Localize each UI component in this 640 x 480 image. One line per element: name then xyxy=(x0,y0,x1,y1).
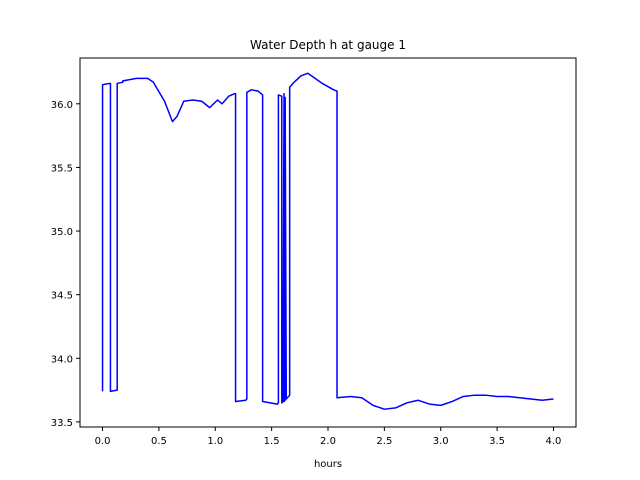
chart-title: Water Depth h at gauge 1 xyxy=(250,38,406,52)
plot-frame xyxy=(79,57,577,428)
y-tick-label: 35.0 xyxy=(51,227,73,238)
x-tick-label: 2.5 xyxy=(376,436,392,447)
y-tick-label: 34.5 xyxy=(51,291,73,302)
x-tick-label: 2.0 xyxy=(320,436,336,447)
y-tick-label: 33.5 xyxy=(51,418,73,429)
x-tick-label: 0.5 xyxy=(151,436,167,447)
x-tick-label: 4.0 xyxy=(546,436,562,447)
series-line-1 xyxy=(101,72,554,410)
x-tick-label: 1.0 xyxy=(207,436,223,447)
x-tick-label: 3.5 xyxy=(489,436,505,447)
x-axis-label: hours xyxy=(314,459,342,470)
y-tick-label: 35.5 xyxy=(51,163,73,174)
x-tick-label: 3.0 xyxy=(433,436,449,447)
y-tick-label: 36.0 xyxy=(51,100,73,111)
x-tick-label: 0.0 xyxy=(95,436,111,447)
x-tick-label: 1.5 xyxy=(264,436,280,447)
series-layer xyxy=(101,72,554,410)
y-axis-ticks: 33.5 34.0 34.5 35.0 35.5 36.0 xyxy=(51,100,80,429)
x-axis-ticks: 0.0 0.5 1.0 1.5 2.0 2.5 3.0 3.5 4.0 xyxy=(95,427,562,447)
y-tick-label: 34.0 xyxy=(51,354,73,365)
